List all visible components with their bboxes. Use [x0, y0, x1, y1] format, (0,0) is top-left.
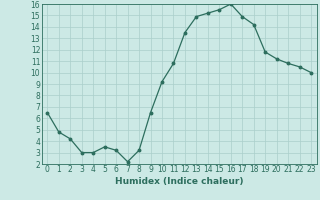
X-axis label: Humidex (Indice chaleur): Humidex (Indice chaleur)	[115, 177, 244, 186]
